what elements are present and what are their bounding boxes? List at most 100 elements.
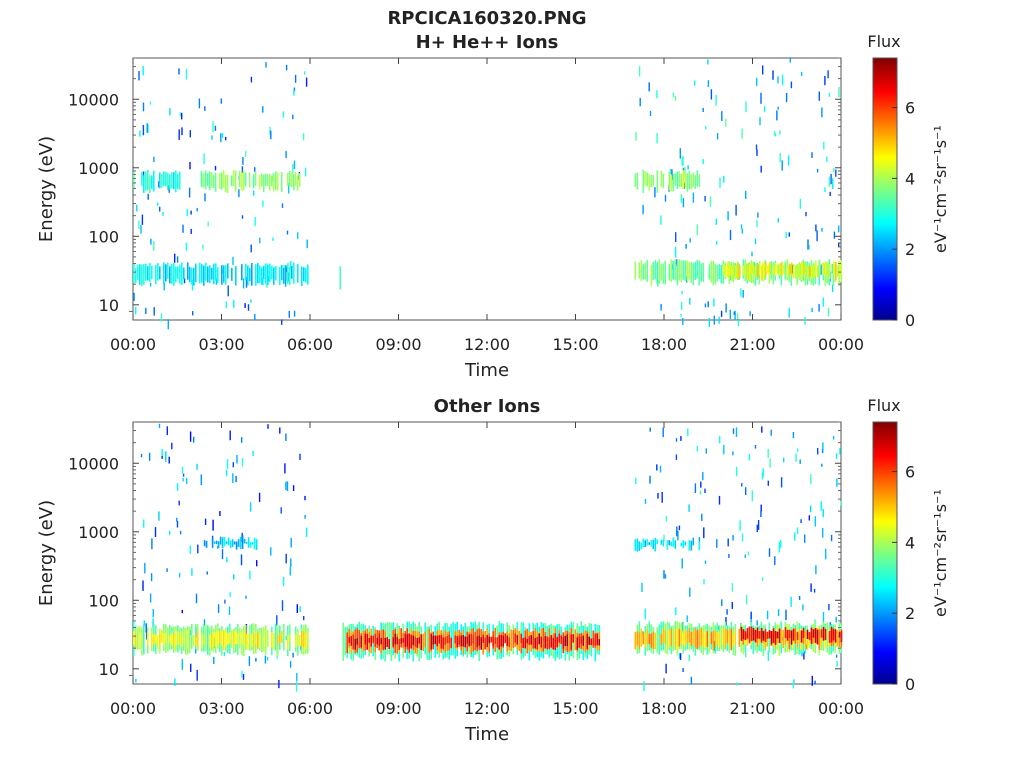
band-column	[668, 629, 671, 648]
band-column	[141, 631, 143, 643]
flux-speckle	[675, 607, 677, 616]
flux-speckle	[286, 481, 289, 491]
flux-speckle	[839, 448, 841, 455]
band-column	[814, 628, 817, 643]
band-column	[388, 639, 390, 649]
band-column	[640, 542, 643, 550]
band-column	[660, 633, 663, 646]
band-column	[698, 541, 701, 551]
band-column	[219, 630, 221, 643]
flux-speckle	[827, 70, 829, 79]
band-column	[251, 634, 253, 647]
band-column	[201, 632, 203, 649]
flux-speckle	[780, 540, 782, 548]
flux-speckle	[219, 511, 221, 516]
band-column	[692, 263, 695, 286]
flux-speckle	[698, 537, 701, 545]
flux-speckle	[688, 654, 690, 662]
flux-speckle	[641, 582, 643, 592]
flux-speckle	[203, 619, 206, 626]
flux-speckle	[788, 232, 790, 237]
y-axis-ticks: 10 100 1000 10000	[68, 57, 841, 315]
flux-speckle	[285, 150, 287, 159]
flux-speckle	[731, 583, 734, 592]
band-column	[155, 634, 157, 644]
flux-speckle	[293, 90, 295, 96]
flux-speckle	[808, 515, 810, 521]
flux-speckle	[284, 463, 286, 474]
band-column	[722, 629, 725, 645]
flux-speckle	[741, 228, 743, 234]
flux-speckle	[715, 241, 718, 245]
flux-speckle	[171, 442, 173, 450]
band-column	[344, 627, 346, 655]
band-column	[652, 262, 655, 280]
flux-speckle	[229, 430, 231, 441]
band-column	[731, 265, 733, 280]
x-tick-label: 03:00	[198, 335, 244, 354]
flux-speckle	[677, 530, 679, 541]
band-column	[179, 264, 181, 284]
flux-speckle	[822, 527, 824, 538]
band-column	[179, 634, 181, 645]
flux-speckle	[296, 604, 298, 613]
flux-speckle	[153, 241, 155, 251]
flux-speckle	[689, 587, 691, 597]
flux-speckle	[766, 610, 769, 620]
band-column	[502, 635, 504, 647]
band-column	[209, 634, 211, 648]
flux-speckle	[285, 635, 287, 640]
flux-speckle	[669, 169, 671, 174]
flux-speckle	[163, 282, 165, 291]
colorbar-title: Flux	[867, 32, 900, 51]
band-column	[374, 633, 376, 647]
flux-speckle	[833, 231, 836, 239]
band-column	[646, 629, 649, 644]
band-column	[592, 638, 594, 646]
band-column	[790, 630, 793, 645]
band-column	[213, 541, 216, 544]
band-column	[652, 631, 655, 649]
flux-speckle	[835, 453, 838, 459]
band-column	[520, 633, 522, 643]
band-column	[273, 267, 275, 285]
band-column	[654, 632, 657, 650]
flux-speckle	[754, 238, 757, 245]
flux-speckle	[214, 165, 217, 171]
flux-speckle	[292, 114, 294, 120]
flux-speckle	[822, 611, 825, 623]
band-column	[241, 264, 243, 281]
band-column	[133, 630, 135, 645]
band-column	[212, 174, 215, 189]
flux-speckle	[751, 490, 753, 502]
flux-speckle	[835, 654, 838, 658]
band-column	[784, 261, 787, 280]
band-column	[179, 171, 181, 190]
band-column	[151, 265, 153, 280]
band-column	[552, 638, 554, 650]
x-tick-label: 12:00	[464, 699, 510, 718]
flux-speckle	[178, 68, 180, 75]
band-column	[227, 537, 230, 546]
band-column	[829, 263, 831, 279]
band-column	[201, 264, 203, 283]
flux-speckle	[152, 609, 154, 618]
band-column	[524, 637, 526, 649]
flux-speckle	[228, 606, 231, 615]
flux-band	[723, 260, 841, 281]
band-column	[746, 633, 749, 647]
band-column	[251, 263, 253, 286]
flux-speckle	[723, 175, 725, 183]
band-column	[752, 628, 755, 641]
band-column	[775, 262, 777, 276]
band-column	[133, 170, 135, 190]
y-tick-label: 10000	[68, 454, 119, 473]
flux-speckle	[281, 319, 283, 325]
spectrogram-layer	[133, 423, 843, 692]
band-column	[634, 173, 637, 187]
flux-speckle	[242, 157, 244, 165]
flux-speckle	[760, 504, 762, 512]
band-column	[289, 267, 291, 285]
band-column	[714, 263, 717, 285]
flux-speckle	[249, 570, 251, 580]
